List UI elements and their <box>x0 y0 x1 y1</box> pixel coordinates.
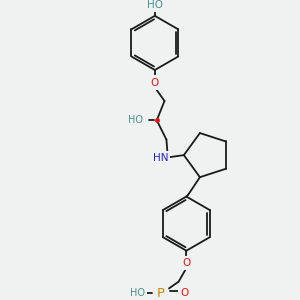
Text: HO: HO <box>147 0 163 10</box>
Text: HO: HO <box>130 288 145 298</box>
Text: HO: HO <box>128 115 143 125</box>
Text: P: P <box>157 287 165 300</box>
Text: O: O <box>180 288 188 298</box>
Text: HN: HN <box>153 153 168 163</box>
Text: O: O <box>182 258 190 268</box>
Text: O: O <box>151 78 159 88</box>
